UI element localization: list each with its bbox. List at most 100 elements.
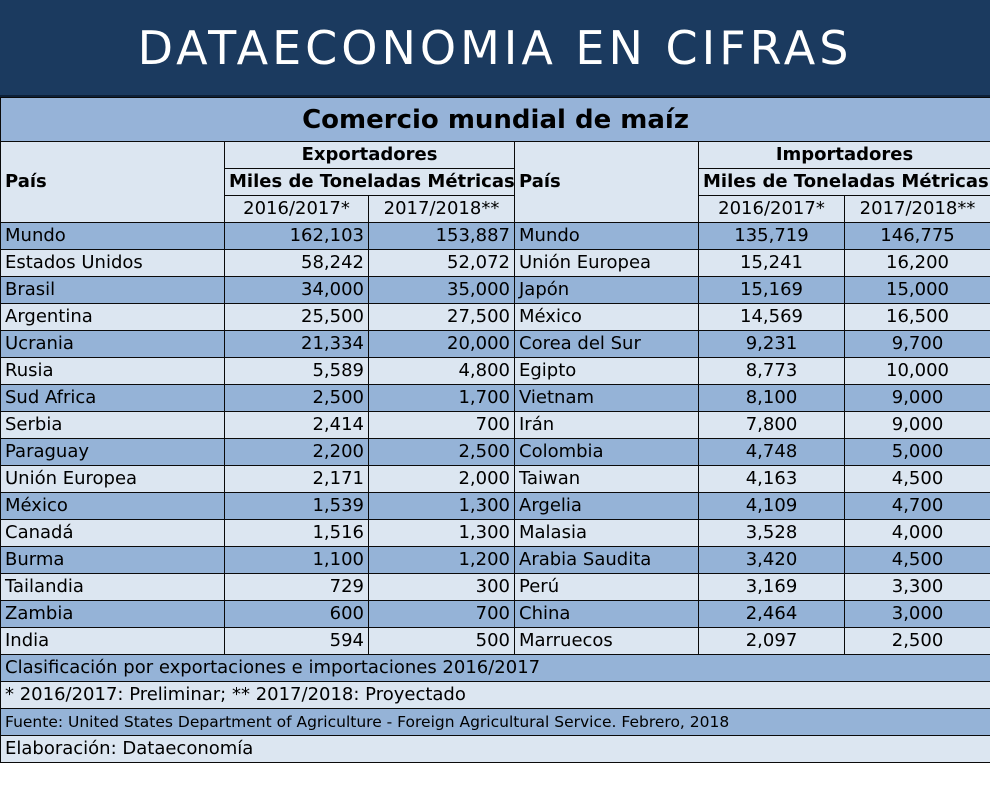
footnote-row: Elaboración: Dataeconomía xyxy=(0,735,990,763)
exporter-value-2016-2017: 162,103 xyxy=(224,222,369,250)
importer-value-2017-2018: 4,500 xyxy=(843,465,990,493)
table-title-row: Comercio mundial de maíz xyxy=(0,97,990,142)
exporter-value-2016-2017: 5,589 xyxy=(224,357,369,385)
importer-value-2016-2017: 14,569 xyxy=(698,303,845,331)
corn-trade-table: Comercio mundial de maíz País Exportador… xyxy=(0,97,990,763)
table-title: Comercio mundial de maíz xyxy=(0,97,990,142)
exporter-value-2016-2017: 21,334 xyxy=(224,330,369,358)
importer-value-2017-2018: 4,000 xyxy=(843,519,990,547)
exporter-value-2016-2017: 594 xyxy=(224,627,369,655)
exporter-country: Unión Europea xyxy=(0,465,225,493)
footnote-credit: Elaboración: Dataeconomía xyxy=(0,735,990,763)
footnote-source: Fuente: United States Department of Agri… xyxy=(0,708,990,736)
exporter-value-2016-2017: 58,242 xyxy=(224,249,369,277)
exporter-country: India xyxy=(0,627,225,655)
exporter-value-2017-2018: 300 xyxy=(368,573,515,601)
importer-value-2016-2017: 15,241 xyxy=(698,249,845,277)
importer-country: Corea del Sur xyxy=(514,330,699,358)
exporter-value-2016-2017: 2,200 xyxy=(224,438,369,466)
exporter-value-2017-2018: 700 xyxy=(368,411,515,439)
importer-value-2017-2018: 16,500 xyxy=(843,303,990,331)
importer-value-2016-2017: 2,097 xyxy=(698,627,845,655)
table-row: India 594 500 Marruecos 2,097 2,500 xyxy=(0,627,990,655)
importer-value-2016-2017: 4,109 xyxy=(698,492,845,520)
exporter-value-2017-2018: 35,000 xyxy=(368,276,515,304)
exporter-value-2017-2018: 153,887 xyxy=(368,222,515,250)
exporter-country: Burma xyxy=(0,546,225,574)
exporter-country-header: País xyxy=(0,141,225,223)
exporters-header: Exportadores xyxy=(224,141,515,169)
importer-country-header: País xyxy=(514,141,699,223)
importer-value-2017-2018: 3,300 xyxy=(843,573,990,601)
exporter-value-2016-2017: 1,100 xyxy=(224,546,369,574)
importer-value-2016-2017: 3,528 xyxy=(698,519,845,547)
exporter-value-2017-2018: 2,000 xyxy=(368,465,515,493)
exporter-country: Argentina xyxy=(0,303,225,331)
exporter-value-2017-2018: 500 xyxy=(368,627,515,655)
importer-country: Taiwan xyxy=(514,465,699,493)
importer-value-2016-2017: 4,163 xyxy=(698,465,845,493)
exporter-country: Tailandia xyxy=(0,573,225,601)
table-row: Paraguay 2,200 2,500 Colombia 4,748 5,000 xyxy=(0,438,990,466)
exporter-value-2017-2018: 4,800 xyxy=(368,357,515,385)
table-row: Argentina 25,500 27,500 México 14,569 16,500 xyxy=(0,303,990,331)
exporter-value-2017-2018: 1,200 xyxy=(368,546,515,574)
exporter-country: Mundo xyxy=(0,222,225,250)
exporter-country: Ucrania xyxy=(0,330,225,358)
exporter-country: México xyxy=(0,492,225,520)
importer-value-2016-2017: 8,773 xyxy=(698,357,845,385)
importer-country: Irán xyxy=(514,411,699,439)
exporter-value-2016-2017: 2,414 xyxy=(224,411,369,439)
exporter-value-2016-2017: 1,516 xyxy=(224,519,369,547)
table-row: Unión Europea 2,171 2,000 Taiwan 4,163 4,500 xyxy=(0,465,990,493)
table-row: Sud Africa 2,500 1,700 Vietnam 8,100 9,000 xyxy=(0,384,990,412)
table-row: Burma 1,100 1,200 Arabia Saudita 3,420 4,500 xyxy=(0,546,990,574)
exporter-value-2016-2017: 2,171 xyxy=(224,465,369,493)
header-row-group: País Exportadores País Importadores xyxy=(0,141,990,223)
importer-value-2016-2017: 3,420 xyxy=(698,546,845,574)
importers-header: Importadores xyxy=(697,141,990,169)
exporter-country: Sud Africa xyxy=(0,384,225,412)
exporter-value-2016-2017: 2,500 xyxy=(224,384,369,412)
importer-value-2016-2017: 3,169 xyxy=(698,573,845,601)
importer-country: Argelia xyxy=(514,492,699,520)
importer-value-2016-2017: 2,464 xyxy=(698,600,845,628)
exporter-country: Brasil xyxy=(0,276,225,304)
importer-value-2016-2017: 7,800 xyxy=(698,411,845,439)
importer-value-2017-2018: 4,500 xyxy=(843,546,990,574)
importer-value-2017-2018: 2,500 xyxy=(843,627,990,655)
footnote-row: * 2016/2017: Preliminar; ** 2017/2018: P… xyxy=(0,681,990,709)
exporter-value-2016-2017: 600 xyxy=(224,600,369,628)
table-row: Mundo 162,103 153,887 Mundo 135,719 146,775 xyxy=(0,222,990,250)
importer-value-2017-2018: 9,000 xyxy=(843,384,990,412)
importer-country: Marruecos xyxy=(514,627,699,655)
imp-year-2: 2017/2018** xyxy=(843,195,990,223)
table-row: Brasil 34,000 35,000 Japón 15,169 15,000 xyxy=(0,276,990,304)
table-row: Tailandia 729 300 Perú 3,169 3,300 xyxy=(0,573,990,601)
exp-year-1: 2016/2017* xyxy=(224,195,369,223)
exporter-country: Paraguay xyxy=(0,438,225,466)
importer-country: Colombia xyxy=(514,438,699,466)
importer-value-2016-2017: 135,719 xyxy=(698,222,845,250)
importer-value-2017-2018: 4,700 xyxy=(843,492,990,520)
importer-value-2016-2017: 4,748 xyxy=(698,438,845,466)
exporter-country: Serbia xyxy=(0,411,225,439)
importer-value-2016-2017: 15,169 xyxy=(698,276,845,304)
importer-value-2017-2018: 3,000 xyxy=(843,600,990,628)
importer-value-2017-2018: 146,775 xyxy=(843,222,990,250)
imp-year-1: 2016/2017* xyxy=(698,195,845,223)
exporter-country: Zambia xyxy=(0,600,225,628)
table-row: México 1,539 1,300 Argelia 4,109 4,700 xyxy=(0,492,990,520)
importer-value-2016-2017: 8,100 xyxy=(698,384,845,412)
importer-value-2017-2018: 10,000 xyxy=(843,357,990,385)
importer-country: Japón xyxy=(514,276,699,304)
exp-year-2: 2017/2018** xyxy=(368,195,515,223)
exporter-value-2017-2018: 1,700 xyxy=(368,384,515,412)
importer-country: Mundo xyxy=(514,222,699,250)
exporter-country: Estados Unidos xyxy=(0,249,225,277)
exporter-value-2016-2017: 729 xyxy=(224,573,369,601)
importer-value-2017-2018: 5,000 xyxy=(843,438,990,466)
exporter-country: Rusia xyxy=(0,357,225,385)
importer-country: Perú xyxy=(514,573,699,601)
